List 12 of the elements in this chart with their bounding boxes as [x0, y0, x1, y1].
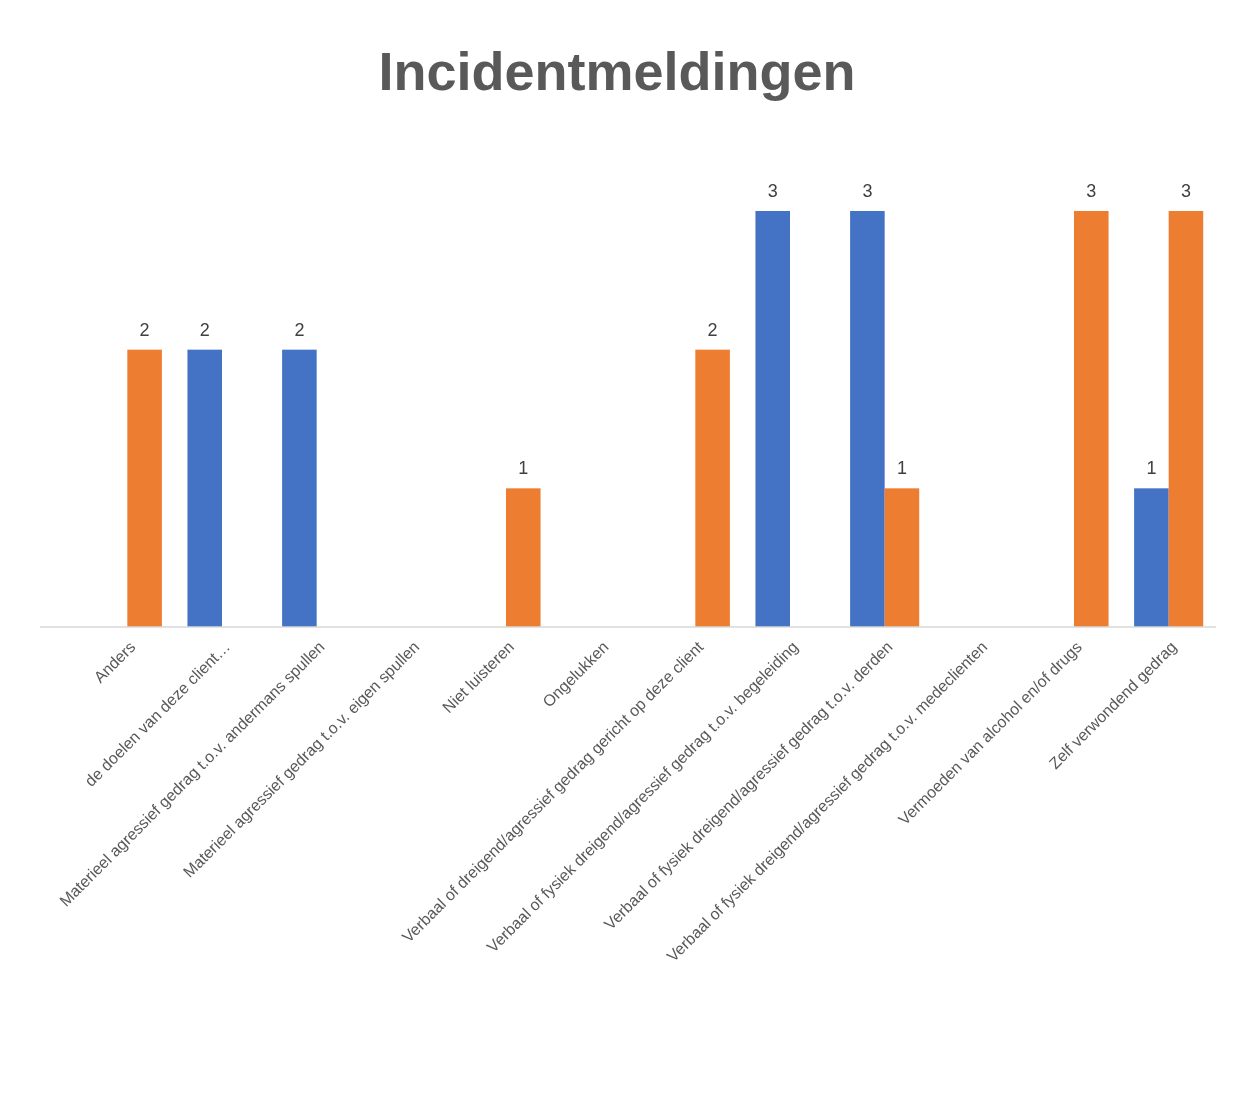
- data-label: 1: [896, 458, 907, 479]
- data-label: 2: [139, 319, 150, 340]
- data-label: 3: [862, 181, 873, 201]
- data-label: 1: [518, 458, 529, 479]
- data-label: 3: [767, 181, 778, 201]
- data-label: 3: [1086, 181, 1097, 201]
- data-label: 2: [294, 319, 305, 340]
- data-label: 2: [707, 319, 718, 340]
- data-label: 3: [1180, 181, 1191, 201]
- data-label: 1: [1146, 458, 1157, 479]
- chart-title: Incidentmeldingen: [378, 41, 856, 101]
- data-label: 2: [199, 319, 210, 340]
